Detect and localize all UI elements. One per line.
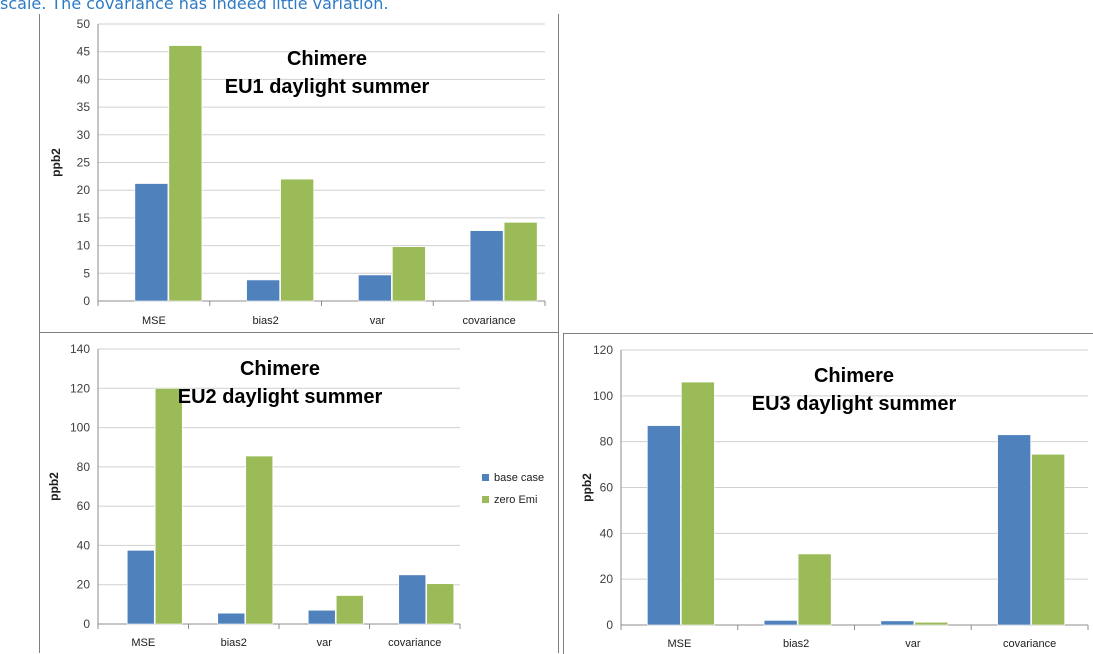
bar-zero-covariance <box>426 583 455 625</box>
chart-panel-eu2: 0 20 40 60 80 100 120 140 MSE bias2 var covariance p… <box>39 333 559 653</box>
bar-base-bias2 <box>217 612 246 625</box>
bar-zero-mse <box>168 45 203 302</box>
x-category-label: var <box>317 637 333 649</box>
bar-zero-bias2 <box>797 553 832 626</box>
bar-base-var <box>358 274 392 302</box>
y-tick-label: 5 <box>83 266 90 280</box>
y-tick-label: 80 <box>600 435 614 449</box>
y-tick-label: 35 <box>77 100 91 114</box>
x-category-label: bias2 <box>221 637 247 649</box>
chart-panel-eu1: 0 5 10 15 20 25 30 35 40 45 50 MSE bias2 var covarianc… <box>39 14 559 333</box>
bar-zero-var <box>914 621 949 626</box>
y-tick-label: 50 <box>77 17 91 31</box>
y-tick-label: 30 <box>77 128 91 142</box>
y-tick-label: 120 <box>593 343 613 357</box>
bar-base-mse <box>134 183 169 302</box>
y-tick-label: 140 <box>70 342 90 356</box>
y-tick-label: 120 <box>70 381 90 395</box>
y-tick-label: 100 <box>70 421 90 435</box>
caption-text: scale. The covariance has indeed little … <box>0 0 389 13</box>
y-tick-label: 10 <box>77 239 91 253</box>
chart-panel-eu3: 0 20 40 60 80 100 120 MSE bias2 var covariance ppb2… <box>563 333 1093 654</box>
y-tick-label: 0 <box>606 618 613 632</box>
bar-base-covariance <box>997 434 1031 626</box>
bar-base-bias2 <box>763 620 798 626</box>
bar-base-var <box>880 620 915 626</box>
y-tick-label: 60 <box>77 499 91 513</box>
y-tick-label: 80 <box>77 460 91 474</box>
bar-zero-bias2 <box>280 178 314 302</box>
legend-entry-base: base case <box>494 472 544 484</box>
bar-zero-var <box>335 595 364 625</box>
y-tick-label: 100 <box>593 389 613 403</box>
x-category-label: var <box>370 315 386 327</box>
y-tick-label: 20 <box>600 572 614 586</box>
bar-zero-covariance <box>503 222 538 302</box>
y-tick-label: 0 <box>83 617 90 631</box>
chart-title-line: Chimere <box>240 358 320 380</box>
y-tick-label: 40 <box>77 538 91 552</box>
y-tick-label: 0 <box>83 294 90 308</box>
bar-base-covariance <box>469 230 504 302</box>
bar-base-covariance <box>398 574 427 625</box>
legend-swatch-zero <box>482 496 489 503</box>
y-axis-label: ppb2 <box>49 148 63 177</box>
bar-zero-var <box>392 246 426 302</box>
x-category-label: var <box>905 638 921 650</box>
x-category-label: MSE <box>131 637 155 649</box>
chart-title-line: EU2 daylight summer <box>178 386 383 408</box>
bar-zero-bias2 <box>245 455 274 625</box>
bar-chart-eu3: 0 20 40 60 80 100 120 MSE bias2 var covariance ppb2… <box>580 343 1089 650</box>
y-tick-label: 40 <box>600 526 614 540</box>
chart-title-line: Chimere <box>287 48 367 70</box>
chart-title-line: Chimere <box>814 365 894 387</box>
bar-zero-mse <box>681 381 715 626</box>
bar-chart-eu1: 0 5 10 15 20 25 30 35 40 45 50 MSE bias2 var covarianc… <box>49 17 546 327</box>
bar-zero-covariance <box>1031 453 1065 626</box>
bar-chart-eu2: 0 20 40 60 80 100 120 140 MSE bias2 var covariance p… <box>47 342 544 649</box>
y-tick-label: 25 <box>77 156 91 170</box>
y-axis-label: ppb2 <box>47 472 61 501</box>
x-category-label: MSE <box>667 638 691 650</box>
legend-entry-zero: zero Emi <box>494 494 537 506</box>
bar-base-var <box>307 609 336 625</box>
y-tick-label: 45 <box>77 45 91 59</box>
y-axis-label: ppb2 <box>580 473 594 502</box>
y-tick-label: 60 <box>600 481 614 495</box>
chart-title-line: EU3 daylight summer <box>752 393 957 415</box>
x-category-label: covariance <box>388 637 441 649</box>
y-tick-label: 15 <box>77 211 91 225</box>
y-tick-label: 20 <box>77 578 91 592</box>
legend-swatch-base <box>482 474 489 481</box>
x-category-label: MSE <box>142 315 166 327</box>
bar-base-mse <box>126 550 155 625</box>
y-tick-label: 40 <box>77 72 91 86</box>
x-category-label: bias2 <box>783 638 809 650</box>
bar-base-bias2 <box>246 279 280 302</box>
bar-zero-mse <box>154 387 183 625</box>
x-category-label: bias2 <box>252 315 278 327</box>
x-category-label: covariance <box>463 315 516 327</box>
bar-base-mse <box>647 425 681 626</box>
x-category-label: covariance <box>1003 638 1056 650</box>
y-tick-label: 20 <box>77 183 91 197</box>
chart-title-line: EU1 daylight summer <box>225 76 430 98</box>
